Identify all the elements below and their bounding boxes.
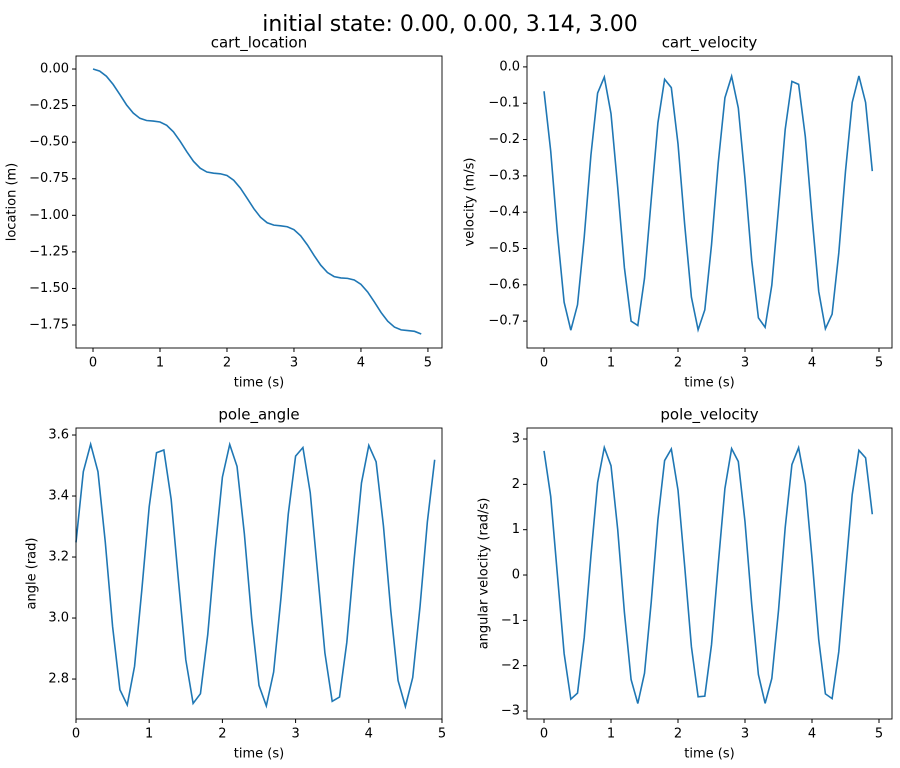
y-tick-label: −0.4 xyxy=(488,205,520,220)
x-tick-label: 3 xyxy=(741,727,749,742)
y-tick-label: −0.50 xyxy=(29,135,69,150)
x-tick-label: 1 xyxy=(607,356,615,371)
x-tick-label: 0 xyxy=(540,727,548,742)
y-tick-label: −0.2 xyxy=(488,132,520,147)
axes-frame xyxy=(526,55,893,349)
x-tick-label: 5 xyxy=(875,356,883,371)
x-tick-label: 2 xyxy=(674,356,682,371)
y-tick-label: −1.25 xyxy=(29,244,69,259)
y-axis-label: location (m) xyxy=(5,163,20,242)
subplot-title: cart_location xyxy=(211,34,308,53)
y-tick-label: 0.00 xyxy=(40,62,69,77)
y-tick-label: −3 xyxy=(501,704,520,719)
y-tick-label: 3.2 xyxy=(48,550,69,565)
y-tick-label: −2 xyxy=(501,658,520,673)
y-tick-label: 2.8 xyxy=(48,672,69,687)
axes-frame xyxy=(75,427,443,720)
y-tick-label: −1.75 xyxy=(29,318,69,333)
y-axis-label: angular velocity (rad/s) xyxy=(477,498,492,650)
y-tick-label: 3.4 xyxy=(48,489,69,504)
x-tick-label: 2 xyxy=(674,727,682,742)
y-tick-label: −0.3 xyxy=(488,168,520,183)
x-tick-label: 0 xyxy=(72,727,80,742)
y-tick-label: −1 xyxy=(501,613,520,628)
x-tick-label: 3 xyxy=(291,727,299,742)
y-tick-label: 2 xyxy=(512,477,520,492)
data-line xyxy=(75,441,436,710)
y-tick-label: −0.1 xyxy=(488,96,520,111)
y-tick-label: −1.00 xyxy=(29,208,69,223)
x-tick-label: 0 xyxy=(89,356,97,371)
x-tick-label: 4 xyxy=(357,356,365,371)
x-tick-label: 1 xyxy=(607,727,615,742)
x-axis-label: time (s) xyxy=(234,376,284,391)
x-axis-label: time (s) xyxy=(234,747,284,762)
y-tick-label: −0.6 xyxy=(488,277,520,292)
x-tick-label: 5 xyxy=(875,727,883,742)
y-axis-label: velocity (m/s) xyxy=(463,158,478,247)
data-line xyxy=(543,444,874,704)
x-tick-label: 4 xyxy=(808,727,816,742)
y-tick-label: −0.25 xyxy=(29,98,69,113)
x-tick-label: 2 xyxy=(218,727,226,742)
x-axis-label: time (s) xyxy=(684,747,734,762)
x-tick-label: 5 xyxy=(424,356,432,371)
axes-frame xyxy=(75,55,443,349)
x-tick-label: 4 xyxy=(808,356,816,371)
y-tick-label: −0.75 xyxy=(29,171,69,186)
x-axis-label: time (s) xyxy=(684,376,734,391)
y-tick-label: −0.5 xyxy=(488,241,520,256)
data-line xyxy=(543,73,874,333)
y-tick-label: −0.7 xyxy=(488,314,520,329)
x-tick-label: 5 xyxy=(438,727,446,742)
y-tick-label: 3 xyxy=(512,432,520,447)
y-tick-label: 3.0 xyxy=(48,611,69,626)
subplot-title: cart_velocity xyxy=(662,34,758,53)
figure-title: initial state: 0.00, 0.00, 3.14, 3.00 xyxy=(262,12,638,37)
subplot-title: pole_angle xyxy=(218,406,299,425)
x-tick-label: 0 xyxy=(540,356,548,371)
x-tick-label: 4 xyxy=(365,727,373,742)
x-tick-label: 3 xyxy=(741,356,749,371)
y-tick-label: −1.50 xyxy=(29,281,69,296)
y-tick-label: 0 xyxy=(512,568,520,583)
axes-frame xyxy=(526,427,893,720)
y-tick-label: 3.6 xyxy=(48,428,69,443)
x-tick-label: 1 xyxy=(145,727,153,742)
y-tick-label: 1 xyxy=(512,522,520,537)
subplot-title: pole_velocity xyxy=(660,406,758,425)
x-tick-label: 2 xyxy=(223,356,231,371)
y-tick-label: 0.0 xyxy=(499,59,520,74)
x-tick-label: 3 xyxy=(290,356,298,371)
x-tick-label: 1 xyxy=(156,356,164,371)
y-axis-label: angle (rad) xyxy=(25,538,40,610)
data-line xyxy=(92,68,422,335)
